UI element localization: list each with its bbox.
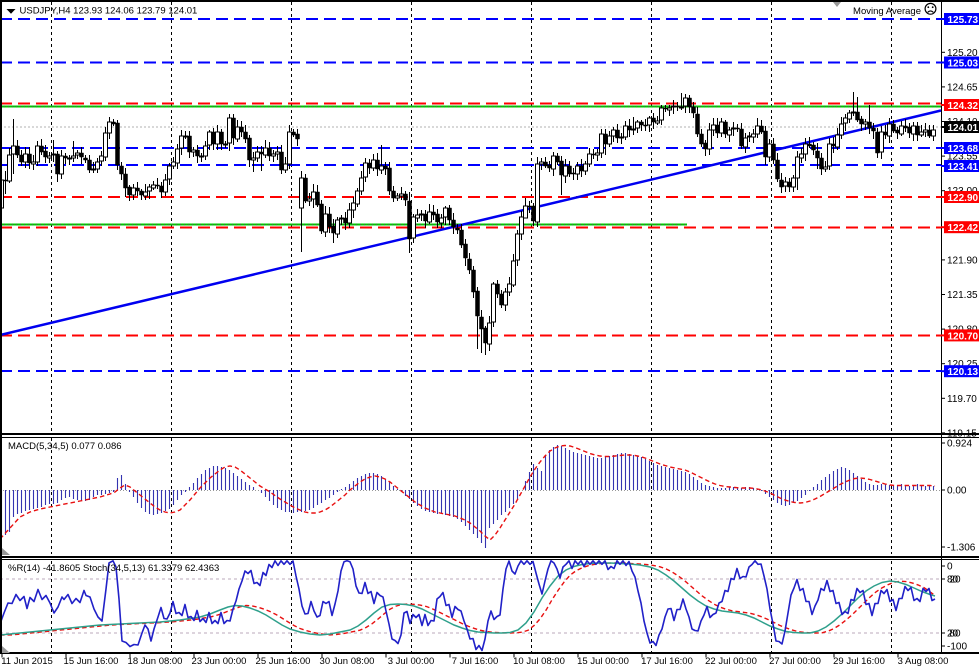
svg-text:20: 20 bbox=[947, 629, 959, 640]
svg-text:MACD(5,34,5) 0.077 0.086: MACD(5,34,5) 0.077 0.086 bbox=[8, 441, 122, 452]
svg-text:11 Jun 2015: 11 Jun 2015 bbox=[1, 656, 53, 667]
svg-text:0: 0 bbox=[947, 562, 953, 573]
svg-text:%R(14) -41.8605 Stoch(34,5,13: %R(14) -41.8605 Stoch(34,5,13) 61.3379 6… bbox=[8, 563, 219, 574]
svg-text:3 Jul 00:00: 3 Jul 00:00 bbox=[388, 656, 434, 667]
svg-text:80: 80 bbox=[950, 629, 962, 640]
svg-text:0.924: 0.924 bbox=[947, 439, 972, 450]
svg-text:122.90: 122.90 bbox=[948, 193, 979, 204]
svg-text:23 Jun 00:00: 23 Jun 00:00 bbox=[192, 656, 247, 667]
svg-text:25 Jun 16:00: 25 Jun 16:00 bbox=[256, 656, 311, 667]
svg-text:-1.306: -1.306 bbox=[947, 543, 976, 554]
svg-text:120.70: 120.70 bbox=[948, 331, 979, 342]
svg-text:125.73: 125.73 bbox=[948, 15, 979, 26]
svg-text:10 Jul 08:00: 10 Jul 08:00 bbox=[513, 656, 565, 667]
svg-text:123.55: 123.55 bbox=[947, 152, 978, 163]
svg-text:123.41: 123.41 bbox=[948, 162, 979, 173]
svg-text:124.32: 124.32 bbox=[948, 101, 979, 112]
svg-text:124.65: 124.65 bbox=[947, 82, 978, 93]
svg-text:125.20: 125.20 bbox=[947, 48, 978, 59]
svg-text:3 Aug 08:00: 3 Aug 08:00 bbox=[898, 656, 949, 667]
svg-text:80: 80 bbox=[947, 575, 959, 586]
svg-text:-100: -100 bbox=[947, 642, 967, 653]
svg-text:124.01: 124.01 bbox=[948, 123, 979, 134]
svg-text:120.13: 120.13 bbox=[948, 367, 979, 378]
svg-text:18 Jun 08:00: 18 Jun 08:00 bbox=[128, 656, 183, 667]
svg-text:125.03: 125.03 bbox=[948, 59, 979, 70]
svg-text:15 Jul 00:00: 15 Jul 00:00 bbox=[577, 656, 629, 667]
svg-text:123.68: 123.68 bbox=[948, 144, 979, 155]
svg-text:17 Jul 16:00: 17 Jul 16:00 bbox=[641, 656, 693, 667]
svg-text:22 Jul 00:00: 22 Jul 00:00 bbox=[705, 656, 757, 667]
svg-text:27 Jul 00:00: 27 Jul 00:00 bbox=[769, 656, 821, 667]
svg-text:15 Jun 16:00: 15 Jun 16:00 bbox=[64, 656, 119, 667]
svg-text:120.25: 120.25 bbox=[947, 359, 978, 370]
svg-text:121.90: 121.90 bbox=[947, 255, 978, 266]
svg-text:Moving Average: Moving Average bbox=[853, 6, 921, 17]
svg-text:20: 20 bbox=[950, 575, 962, 586]
svg-text:119.70: 119.70 bbox=[947, 394, 977, 405]
svg-text:29 Jul 16:00: 29 Jul 16:00 bbox=[833, 656, 885, 667]
svg-text:30 Jun 08:00: 30 Jun 08:00 bbox=[320, 656, 375, 667]
svg-text:USDJPY,H4 123.93 124.06 123.7: USDJPY,H4 123.93 124.06 123.79 124.01 bbox=[20, 6, 198, 17]
svg-text:7 Jul 16:00: 7 Jul 16:00 bbox=[452, 656, 498, 667]
svg-text:122.42: 122.42 bbox=[948, 223, 979, 234]
svg-text:0.00: 0.00 bbox=[947, 486, 967, 497]
svg-text:119.15: 119.15 bbox=[947, 428, 977, 439]
svg-text:121.35: 121.35 bbox=[947, 290, 978, 301]
